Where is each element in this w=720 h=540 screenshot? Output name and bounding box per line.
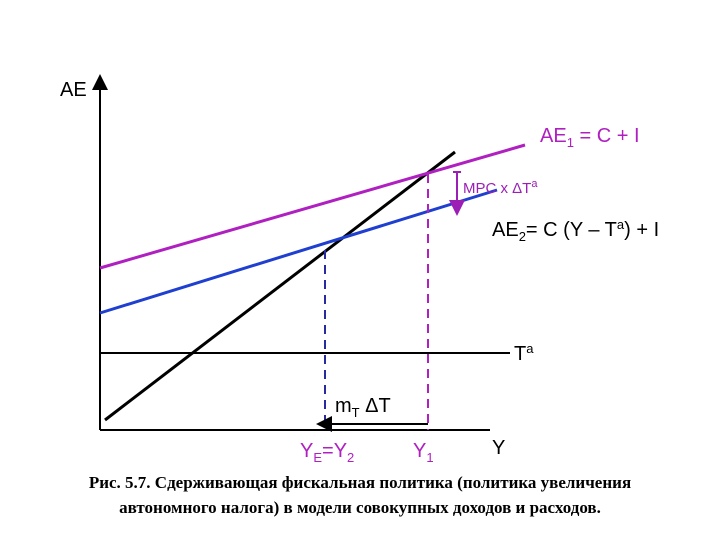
t: a xyxy=(617,217,625,232)
t: a xyxy=(526,341,534,356)
t: Y xyxy=(413,440,426,462)
t: AE xyxy=(540,125,567,147)
t: 2 xyxy=(519,229,526,244)
t: = C + I xyxy=(574,125,640,147)
x-axis-label: Y xyxy=(492,437,505,459)
t: T xyxy=(352,405,360,420)
mpc-label: MPC x ΔTa xyxy=(463,178,538,197)
ae1-label: AE1 = C + I xyxy=(540,125,640,150)
ae1-line xyxy=(99,143,526,270)
y-axis-label: AE xyxy=(60,79,87,101)
t: =Y xyxy=(322,440,347,462)
45-degree-line xyxy=(104,150,456,422)
t: ΔT xyxy=(360,395,391,417)
t: ) + I xyxy=(624,219,659,241)
tax-label: Ta xyxy=(514,341,534,365)
ae2-label: AE2= C (Y – Ta) + I xyxy=(492,217,659,244)
t: E xyxy=(313,450,322,465)
t: AE xyxy=(492,219,519,241)
caption-line: Рис. 5.7. Сдерживающая фискальная полити… xyxy=(89,473,631,492)
t: T xyxy=(514,343,526,365)
mt-label: mT ΔT xyxy=(335,395,391,420)
t: MPC x ΔT xyxy=(463,180,531,197)
caption-line: автономного налога) в модели совокупных … xyxy=(119,498,601,517)
ae2-line xyxy=(99,188,498,315)
t: Y xyxy=(300,440,313,462)
t: 1 xyxy=(567,135,574,150)
t: m xyxy=(335,395,352,417)
t: = C (Y – T xyxy=(526,219,617,241)
y1-label: Y1 xyxy=(413,440,434,465)
t: 1 xyxy=(426,450,433,465)
t: a xyxy=(531,178,538,190)
t: 2 xyxy=(347,450,354,465)
axes xyxy=(92,74,490,431)
ye-label: YE=Y2 xyxy=(300,440,354,465)
